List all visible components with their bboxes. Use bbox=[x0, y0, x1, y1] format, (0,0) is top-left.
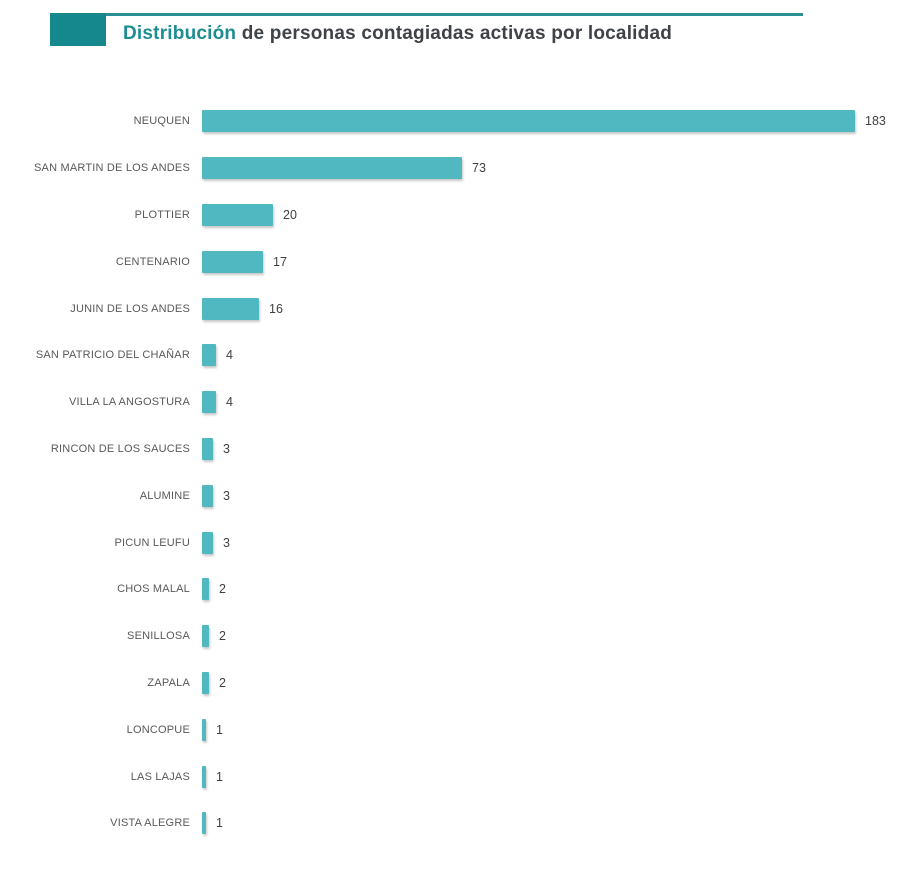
value-label: 16 bbox=[269, 301, 283, 316]
value-label: 1 bbox=[216, 816, 223, 831]
category-label: SAN MARTIN DE LOS ANDES bbox=[34, 162, 190, 175]
bar-area: 17 bbox=[202, 250, 908, 273]
bar bbox=[202, 391, 216, 414]
bar-area: 3 bbox=[202, 531, 908, 554]
category-label: ALUMINE bbox=[139, 489, 190, 502]
bar-area: 2 bbox=[202, 578, 908, 601]
chart-row: PLOTTIER 20 bbox=[0, 192, 908, 239]
chart-row: SAN MARTIN DE LOS ANDES 73 bbox=[0, 145, 908, 192]
category-label: ZAPALA bbox=[147, 676, 190, 689]
value-label: 20 bbox=[283, 207, 297, 222]
category-label: RINCON DE LOS SAUCES bbox=[50, 442, 190, 455]
chart-row: CENTENARIO 17 bbox=[0, 238, 908, 285]
bar bbox=[202, 531, 213, 554]
bar-area: 2 bbox=[202, 625, 908, 648]
category-label: LAS LAJAS bbox=[130, 770, 190, 783]
chart-row: LAS LAJAS 1 bbox=[0, 753, 908, 800]
bar-area: 73 bbox=[202, 157, 908, 180]
value-label: 17 bbox=[273, 254, 287, 269]
bar bbox=[202, 250, 263, 273]
bar-area: 1 bbox=[202, 765, 908, 788]
header-accent-line bbox=[106, 13, 803, 16]
bar-area: 1 bbox=[202, 718, 908, 741]
chart-row: VILLA LA ANGOSTURA 4 bbox=[0, 379, 908, 426]
chart-row: SAN PATRICIO DEL CHAÑAR 4 bbox=[0, 332, 908, 379]
chart-row: ALUMINE 3 bbox=[0, 472, 908, 519]
bar-area: 20 bbox=[202, 203, 908, 226]
bar-chart: NEUQUEN 183 SAN MARTIN DE LOS ANDES 73 PLOTT… bbox=[0, 98, 908, 847]
value-label: 73 bbox=[472, 161, 486, 176]
bar bbox=[202, 625, 209, 648]
value-label: 2 bbox=[219, 675, 226, 690]
chart-row: NEUQUEN 183 bbox=[0, 98, 908, 145]
bar bbox=[202, 671, 209, 694]
bar bbox=[202, 812, 206, 835]
value-label: 1 bbox=[216, 722, 223, 737]
category-label: SENILLOSA bbox=[127, 630, 190, 643]
value-label: 3 bbox=[223, 535, 230, 550]
chart-row: CHOS MALAL 2 bbox=[0, 566, 908, 613]
bar bbox=[202, 110, 855, 133]
chart-title-highlight: Distribución bbox=[123, 23, 237, 44]
chart-row: ZAPALA 2 bbox=[0, 660, 908, 707]
category-label: CENTENARIO bbox=[115, 255, 190, 268]
value-label: 3 bbox=[223, 441, 230, 456]
category-label: LONCOPUE bbox=[126, 723, 190, 736]
bar bbox=[202, 718, 206, 741]
bar bbox=[202, 297, 259, 320]
bar bbox=[202, 157, 462, 180]
bar-area: 3 bbox=[202, 437, 908, 460]
value-label: 3 bbox=[223, 488, 230, 503]
category-label: PICUN LEUFU bbox=[114, 536, 190, 549]
bar-area: 4 bbox=[202, 391, 908, 414]
value-label: 1 bbox=[216, 769, 223, 784]
chart-row: JUNIN DE LOS ANDES 16 bbox=[0, 285, 908, 332]
header-accent-block bbox=[50, 13, 106, 46]
category-label: CHOS MALAL bbox=[117, 583, 190, 596]
chart-row: SENILLOSA 2 bbox=[0, 613, 908, 660]
chart-row: LONCOPUE 1 bbox=[0, 706, 908, 753]
bar bbox=[202, 765, 206, 788]
chart-row: RINCON DE LOS SAUCES 3 bbox=[0, 426, 908, 473]
bar bbox=[202, 484, 213, 507]
value-label: 183 bbox=[865, 114, 886, 129]
category-label: NEUQUEN bbox=[133, 115, 190, 128]
bar-area: 183 bbox=[202, 110, 908, 133]
bar bbox=[202, 344, 216, 367]
category-label: JUNIN DE LOS ANDES bbox=[70, 302, 190, 315]
category-label: SAN PATRICIO DEL CHAÑAR bbox=[35, 349, 190, 362]
bar bbox=[202, 203, 273, 226]
chart-row: VISTA ALEGRE 1 bbox=[0, 800, 908, 847]
bar-area: 2 bbox=[202, 671, 908, 694]
value-label: 4 bbox=[226, 348, 233, 363]
chart-title: Distribución de personas contagiadas act… bbox=[123, 23, 672, 45]
chart-row: PICUN LEUFU 3 bbox=[0, 519, 908, 566]
bar-area: 1 bbox=[202, 812, 908, 835]
bar bbox=[202, 437, 213, 460]
value-label: 2 bbox=[219, 629, 226, 644]
bar bbox=[202, 578, 209, 601]
value-label: 2 bbox=[219, 582, 226, 597]
bar-area: 3 bbox=[202, 484, 908, 507]
category-label: PLOTTIER bbox=[134, 208, 190, 221]
chart-title-rest: de personas contagiadas activas por loca… bbox=[236, 23, 673, 44]
bar-area: 16 bbox=[202, 297, 908, 320]
category-label: VILLA LA ANGOSTURA bbox=[69, 396, 190, 409]
chart-header: Distribución de personas contagiadas act… bbox=[0, 0, 908, 60]
category-label: VISTA ALEGRE bbox=[110, 817, 190, 830]
value-label: 4 bbox=[226, 395, 233, 410]
bar-area: 4 bbox=[202, 344, 908, 367]
